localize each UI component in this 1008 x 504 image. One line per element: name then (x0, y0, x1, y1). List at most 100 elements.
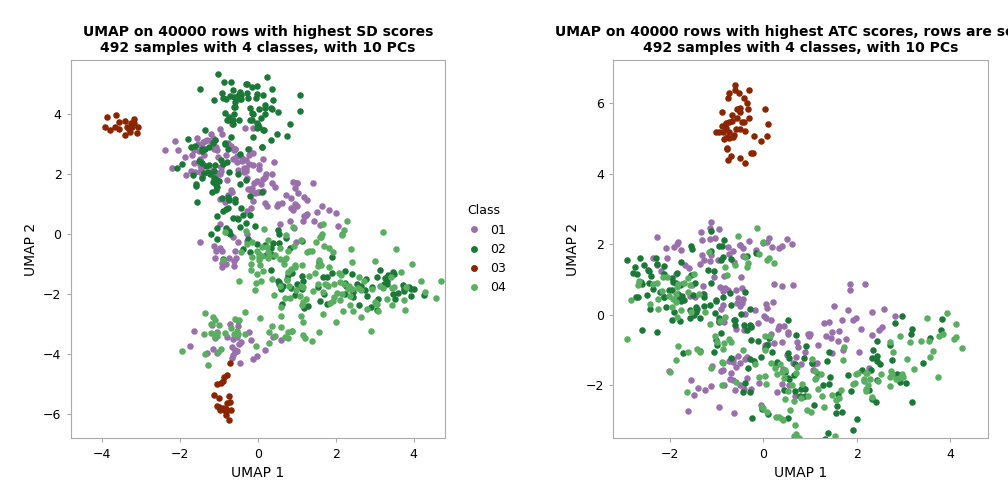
Point (869, 352, 885, 360)
Point (696, 290, 712, 298)
Point (922, 353, 938, 361)
Point (906, 365, 922, 373)
Point (669, 342, 685, 350)
Point (295, 304, 311, 312)
Point (672, 297, 688, 305)
Point (286, 241, 302, 249)
Point (257, 110, 273, 118)
Point (253, 180, 269, 188)
Point (287, 200, 303, 208)
Point (221, 196, 237, 204)
Point (354, 282, 370, 290)
Point (279, 276, 295, 284)
Point (282, 294, 298, 302)
Point (375, 228, 391, 236)
Point (676, 261, 692, 269)
Point (644, 285, 660, 293)
Point (737, 159, 753, 167)
Point (731, 89, 747, 97)
Point (117, 131, 133, 139)
Point (390, 289, 406, 297)
Point (710, 256, 726, 264)
Point (903, 330, 919, 338)
Point (759, 408, 775, 416)
Point (924, 347, 940, 355)
Point (107, 123, 123, 131)
Point (433, 277, 450, 285)
Point (229, 214, 245, 222)
Point (808, 374, 825, 383)
Point (804, 365, 821, 373)
Point (858, 385, 874, 393)
Point (278, 234, 294, 242)
Point (238, 167, 254, 175)
Point (273, 312, 289, 320)
Point (215, 160, 231, 168)
Point (205, 345, 221, 353)
Point (669, 269, 685, 277)
Point (719, 271, 735, 279)
Point (746, 357, 762, 365)
Point (824, 349, 840, 357)
Point (736, 346, 752, 354)
Point (256, 199, 272, 207)
Point (781, 354, 797, 362)
Point (669, 238, 685, 246)
Point (369, 306, 385, 314)
Point (740, 364, 756, 372)
Point (889, 370, 905, 378)
Point (736, 385, 752, 393)
Point (856, 377, 872, 385)
Point (303, 246, 320, 255)
Point (267, 332, 283, 340)
Point (703, 218, 719, 226)
Point (809, 385, 826, 393)
Point (280, 334, 296, 342)
Point (742, 305, 758, 313)
Point (270, 226, 286, 234)
Point (234, 248, 250, 256)
Point (287, 184, 303, 193)
Point (258, 251, 274, 260)
Point (301, 247, 318, 255)
Point (369, 300, 385, 308)
Point (273, 300, 289, 308)
Point (690, 384, 707, 392)
Point (209, 402, 225, 410)
Point (190, 140, 206, 148)
Point (816, 319, 833, 327)
Point (213, 379, 229, 387)
Point (882, 338, 898, 346)
Point (853, 325, 869, 333)
Point (673, 246, 689, 254)
Point (186, 146, 203, 154)
Point (289, 280, 305, 288)
Point (208, 181, 224, 189)
Point (249, 247, 265, 255)
Point (205, 166, 221, 174)
Point (709, 128, 725, 136)
Point (719, 145, 735, 153)
Point (743, 337, 759, 345)
Point (248, 342, 264, 350)
Point (869, 337, 885, 345)
Point (687, 302, 704, 310)
Point (725, 111, 741, 119)
Point (702, 224, 718, 232)
Point (346, 288, 362, 296)
Point (703, 227, 719, 235)
Point (921, 334, 937, 342)
Point (724, 301, 740, 309)
Point (227, 247, 243, 255)
Point (224, 119, 240, 128)
Point (253, 114, 269, 122)
Point (219, 158, 235, 166)
Point (665, 243, 681, 251)
Point (806, 401, 823, 409)
Point (224, 354, 240, 362)
Point (295, 298, 311, 306)
Point (753, 401, 769, 409)
Point (828, 432, 844, 440)
Point (730, 294, 746, 302)
Point (229, 157, 245, 165)
